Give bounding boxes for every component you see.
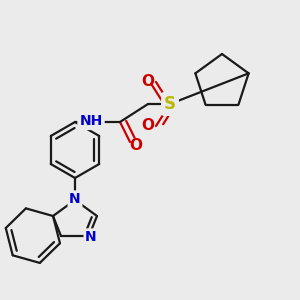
Text: O: O [142, 74, 154, 89]
Text: O: O [142, 118, 154, 134]
Text: S: S [164, 95, 176, 113]
Text: N: N [85, 230, 97, 244]
Text: N: N [69, 192, 81, 206]
Text: NH: NH [80, 114, 103, 128]
Text: O: O [130, 139, 142, 154]
